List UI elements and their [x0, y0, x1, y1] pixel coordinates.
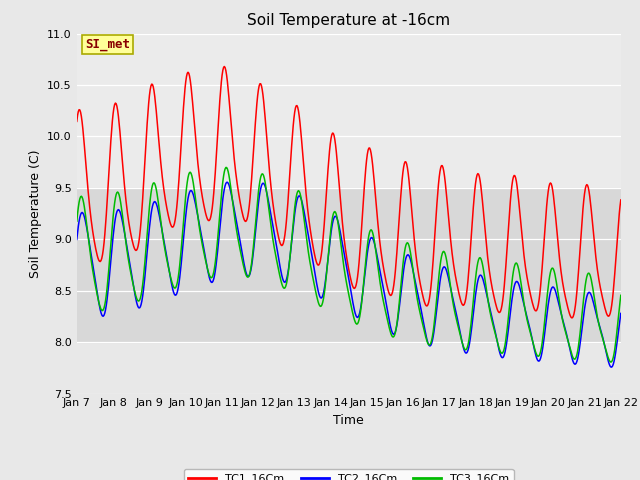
Text: SI_met: SI_met: [85, 38, 130, 51]
Bar: [77, 34, 621, 188]
X-axis label: Time: Time: [333, 414, 364, 427]
Title: Soil Temperature at -16cm: Soil Temperature at -16cm: [247, 13, 451, 28]
Bar: [77, 188, 621, 342]
Legend: TC1_16Cm, TC2_16Cm, TC3_16Cm: TC1_16Cm, TC2_16Cm, TC3_16Cm: [184, 469, 514, 480]
Y-axis label: Soil Temperature (C): Soil Temperature (C): [29, 149, 42, 278]
